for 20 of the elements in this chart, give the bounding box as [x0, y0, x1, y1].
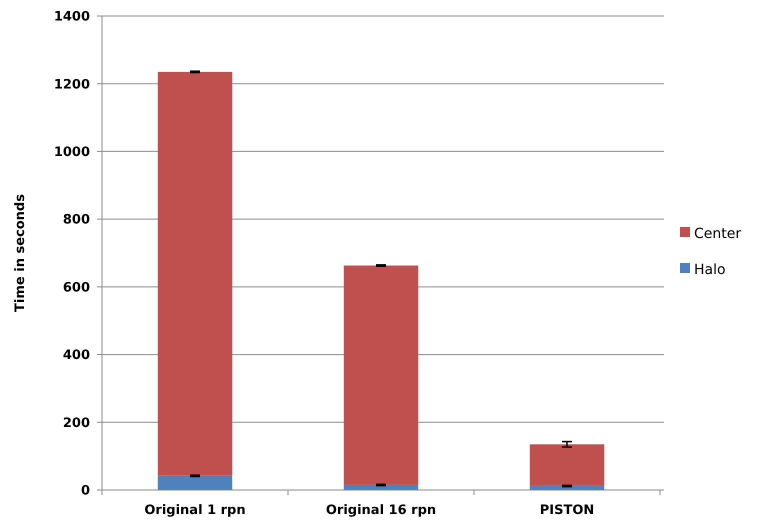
y-tick-label: 400: [62, 348, 90, 364]
bar: [530, 486, 604, 490]
y-axis-title: Time in seconds: [13, 194, 28, 312]
y-tick-label: 200: [62, 416, 90, 431]
x-tick-label: Original 16 rpn: [326, 503, 436, 518]
y-tick-label: 600: [62, 280, 90, 296]
legend-label: Center: [694, 226, 742, 242]
y-tick-label: 1400: [54, 10, 90, 25]
bar: [344, 266, 418, 485]
x-tick-label: Original 1 rpn: [144, 503, 246, 518]
bar: [158, 72, 232, 476]
y-tick-label: 1000: [54, 144, 90, 160]
bar: [530, 444, 604, 486]
y-tick-label: 0: [80, 484, 90, 499]
bar: [344, 484, 418, 490]
y-tick-label: 1200: [54, 77, 90, 92]
bar: [158, 476, 232, 490]
x-tick-label: PISTON: [540, 503, 594, 518]
y-tick-label: 800: [62, 212, 90, 228]
legend-label: Halo: [694, 262, 726, 278]
